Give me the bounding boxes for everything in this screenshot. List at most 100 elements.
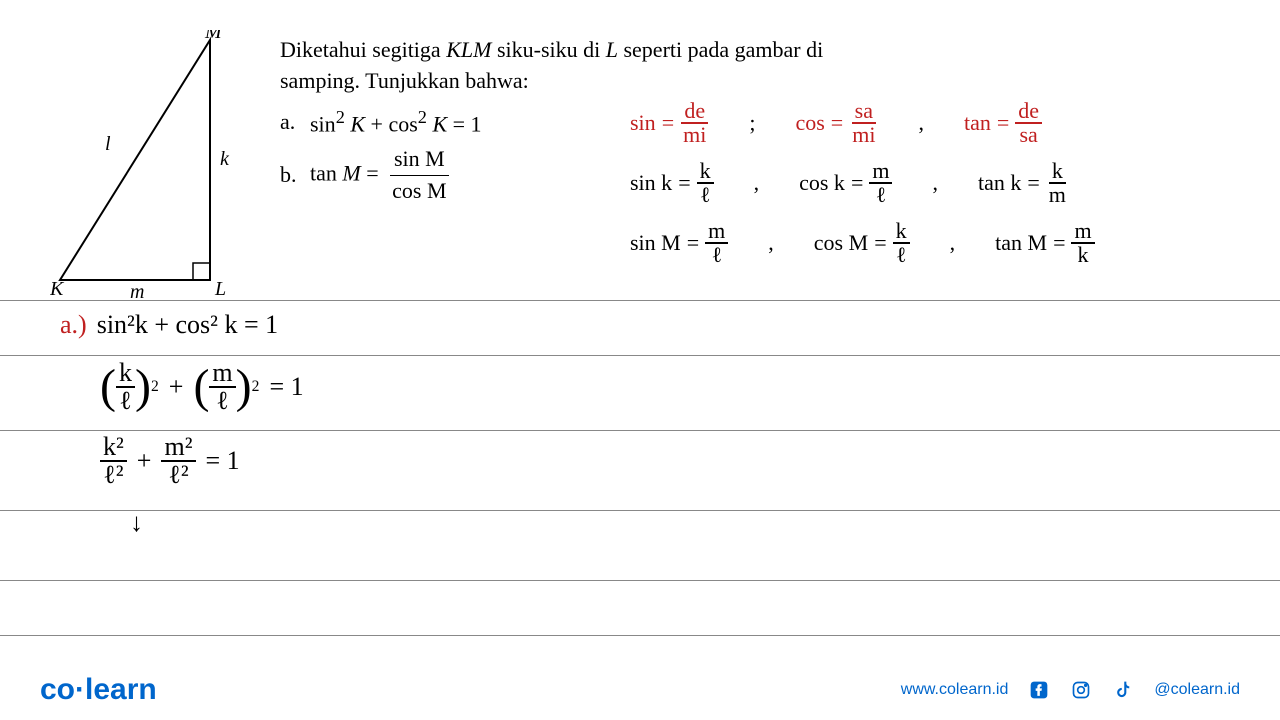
den: ℓ (213, 388, 231, 414)
footer: co·learn www.colearn.id @colearn.id (0, 660, 1280, 720)
den: mi (849, 124, 878, 146)
footer-url[interactable]: www.colearn.id (901, 681, 1009, 699)
term2: m²ℓ² (161, 434, 195, 488)
label: cos (795, 110, 824, 136)
den: ℓ² (165, 462, 191, 488)
footer-handle[interactable]: @colearn.id (1154, 681, 1240, 699)
num: de (1015, 100, 1042, 124)
triangle-diagram: K L M l k m (50, 30, 230, 290)
den: ℓ² (100, 462, 126, 488)
work-line-4: ↓ (130, 508, 304, 538)
b-label: b. (280, 160, 310, 191)
a-expr: sin2 K + cos2 K = 1 (310, 105, 482, 140)
side-m: m (130, 281, 144, 300)
sep: , (918, 110, 924, 136)
work-area: a.) sin²k + cos² k = 1 ( kℓ )2 + ( mℓ )2… (60, 310, 304, 558)
problem-line-2: samping. Tunjukkan bahwa: (280, 66, 920, 97)
tank-def: tan k = km (978, 160, 1069, 206)
den: ℓ (697, 184, 714, 206)
work-line-3: k²ℓ² + m²ℓ² = 1 (100, 434, 304, 488)
num: m (869, 160, 892, 184)
vertex-K: K (50, 278, 65, 300)
side-k: k (220, 148, 230, 170)
instagram-icon[interactable] (1070, 679, 1092, 701)
den: ℓ (116, 388, 134, 414)
b-expr: tan M = sin M cos M (310, 144, 455, 207)
num: sa (852, 100, 876, 124)
label: cos k (799, 170, 845, 196)
sep: ; (749, 110, 755, 136)
num: k (1049, 160, 1066, 184)
plus: + (137, 446, 152, 476)
cosm-def: cos M = kℓ (814, 220, 910, 266)
den: m (1046, 184, 1069, 206)
label: sin M (630, 230, 681, 256)
logo-learn: learn (85, 673, 157, 706)
label: sin (630, 110, 656, 136)
den: k (1075, 244, 1092, 266)
trig-definitions: sin = demi ; cos = sami , tan = desa sin… (630, 100, 1280, 280)
label: cos M (814, 230, 868, 256)
tanm-def: tan M = mk (995, 220, 1095, 266)
eq: = 1 (206, 446, 240, 476)
logo: co·learn (40, 673, 157, 707)
footer-right: www.colearn.id @colearn.id (901, 679, 1240, 701)
den: mi (680, 124, 709, 146)
num: m (705, 220, 728, 244)
exp: 2 (151, 378, 159, 396)
sep: , (950, 230, 956, 256)
def-row-3: sin M = mℓ , cos M = kℓ , tan M = mk (630, 220, 1280, 266)
a-label: a.) (60, 310, 87, 340)
cos-def: cos = sami (795, 100, 878, 146)
num: m² (161, 434, 195, 462)
num: m (209, 360, 235, 388)
exp: 2 (252, 378, 260, 396)
term1: ( kℓ )2 (100, 360, 159, 414)
label: tan k (978, 170, 1021, 196)
logo-dot: · (75, 673, 85, 706)
den: ℓ (873, 184, 890, 206)
frac-den: cos M (388, 176, 450, 207)
den: ℓ (708, 244, 725, 266)
sep: , (768, 230, 774, 256)
text: seperti pada gambar di (618, 37, 823, 62)
sep: , (754, 170, 760, 196)
sinm-def: sin M = mℓ (630, 220, 728, 266)
def-row-1: sin = demi ; cos = sami , tan = desa (630, 100, 1280, 146)
text: Diketahui segitiga (280, 37, 446, 62)
arrow: ↓ (130, 508, 143, 538)
plus: + (169, 372, 184, 402)
label: sin k (630, 170, 672, 196)
tiktok-icon[interactable] (1112, 679, 1134, 701)
num: k (116, 360, 135, 388)
frac-num: sin M (390, 144, 449, 176)
rule (0, 580, 1280, 581)
num: de (681, 100, 708, 124)
sep: , (932, 170, 938, 196)
label: tan M (995, 230, 1047, 256)
problem-line-1: Diketahui segitiga KLM siku-siku di L se… (280, 35, 920, 66)
label: tan (964, 110, 991, 136)
num: k (893, 220, 910, 244)
rule (0, 635, 1280, 636)
work-line-2: ( kℓ )2 + ( mℓ )2 = 1 (100, 360, 304, 414)
rule (0, 300, 1280, 301)
def-row-2: sin k = kℓ , cos k = mℓ , tan k = km (630, 160, 1280, 206)
den: sa (1016, 124, 1040, 146)
logo-co: co (40, 673, 75, 706)
sin-def: sin = demi (630, 100, 709, 146)
work-line-1: a.) sin²k + cos² k = 1 (60, 310, 304, 340)
facebook-icon[interactable] (1028, 679, 1050, 701)
expr: sin²k + cos² k = 1 (97, 310, 278, 340)
sink-def: sin k = kℓ (630, 160, 714, 206)
vertex-M: M (204, 30, 223, 43)
term1: k²ℓ² (100, 434, 127, 488)
num: m (1071, 220, 1094, 244)
klm: KLM (446, 37, 491, 62)
num: k (697, 160, 714, 184)
a-label: a. (280, 107, 310, 138)
L: L (606, 37, 618, 62)
side-l: l (105, 133, 111, 155)
vertex-L: L (214, 278, 226, 300)
den: ℓ (893, 244, 910, 266)
